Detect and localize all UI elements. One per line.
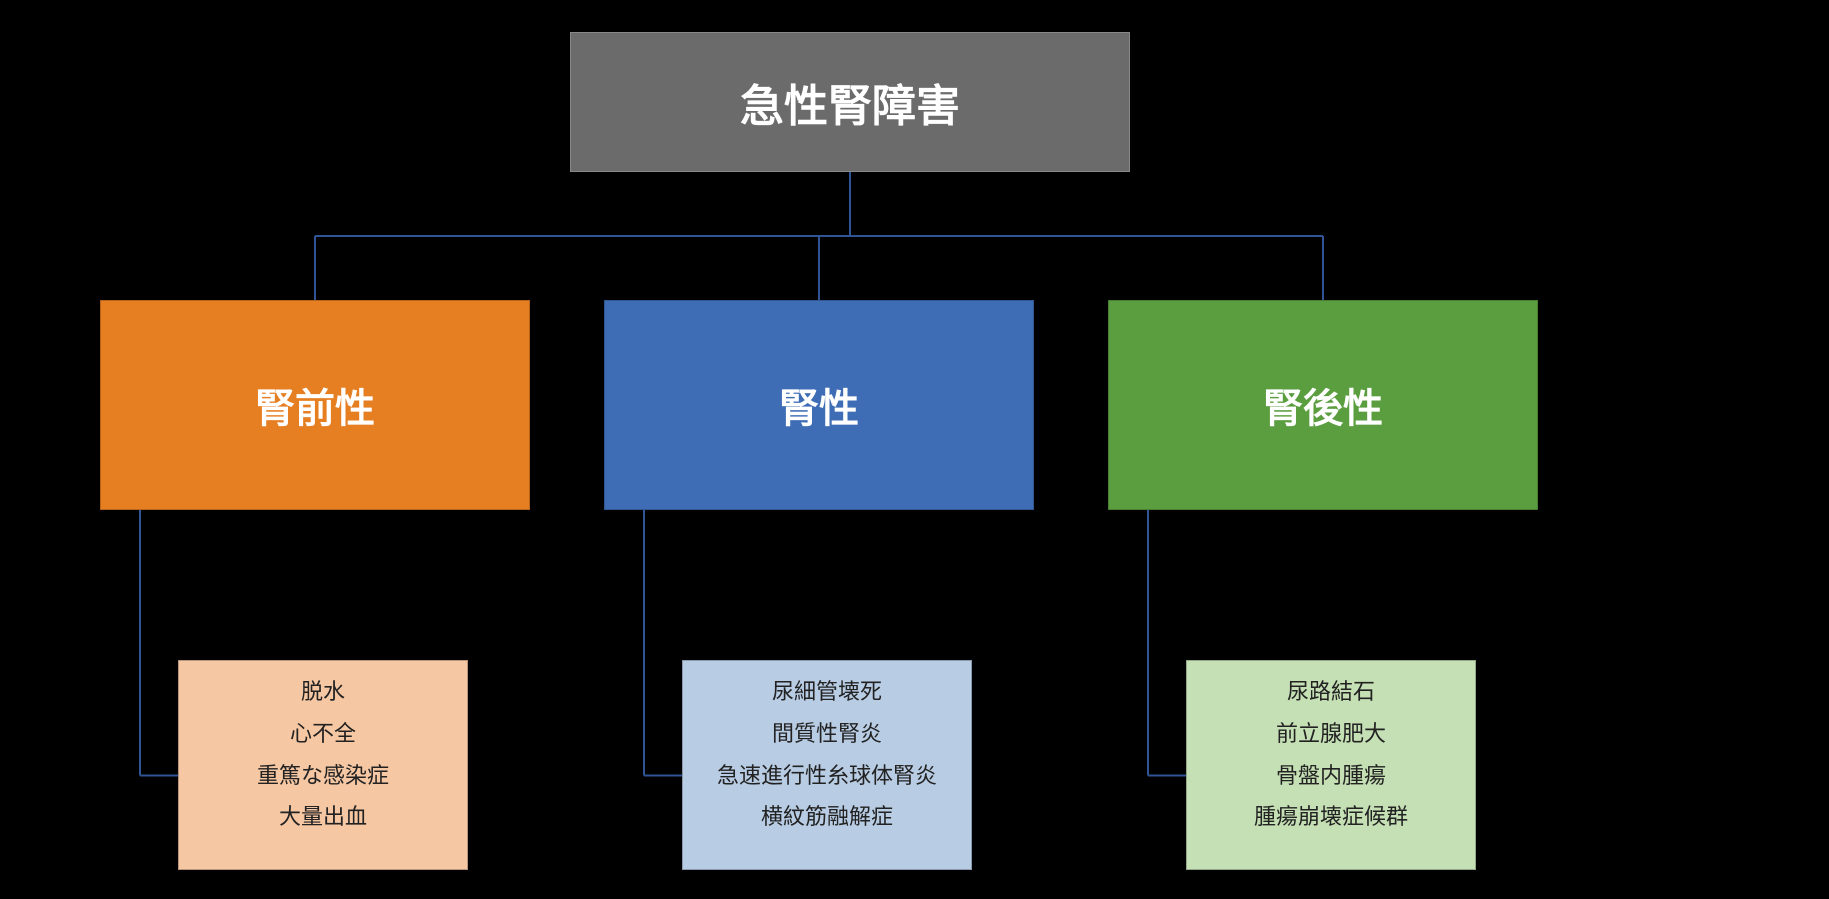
leaf-renal-item-0: 尿細管壊死 — [772, 671, 882, 713]
category-postrenal: 腎後性 — [1108, 300, 1538, 510]
category-renal-label: 腎性 — [779, 376, 859, 434]
category-prerenal-label: 腎前性 — [255, 376, 375, 434]
leaf-renal-item-3: 横紋筋融解症 — [761, 796, 893, 838]
leaf-prerenal: 脱水 心不全 重篤な感染症 大量出血 — [178, 660, 468, 870]
category-postrenal-label: 腎後性 — [1263, 376, 1383, 434]
leaf-postrenal-item-0: 尿路結石 — [1287, 671, 1375, 713]
category-prerenal: 腎前性 — [100, 300, 530, 510]
leaf-postrenal: 尿路結石 前立腺肥大 骨盤内腫瘍 腫瘍崩壊症候群 — [1186, 660, 1476, 870]
leaf-renal-item-2: 急速進行性糸球体腎炎 — [717, 755, 937, 797]
leaf-prerenal-item-1: 心不全 — [290, 713, 356, 755]
category-renal: 腎性 — [604, 300, 1034, 510]
leaf-postrenal-item-1: 前立腺肥大 — [1276, 713, 1386, 755]
leaf-postrenal-item-2: 骨盤内腫瘍 — [1276, 755, 1386, 797]
leaf-renal: 尿細管壊死 間質性腎炎 急速進行性糸球体腎炎 横紋筋融解症 — [682, 660, 972, 870]
leaf-postrenal-item-3: 腫瘍崩壊症候群 — [1254, 796, 1408, 838]
root-node: 急性腎障害 — [570, 32, 1130, 172]
root-label: 急性腎障害 — [740, 70, 960, 134]
leaf-prerenal-item-0: 脱水 — [301, 671, 345, 713]
leaf-renal-item-1: 間質性腎炎 — [772, 713, 882, 755]
leaf-prerenal-item-2: 重篤な感染症 — [257, 755, 389, 797]
leaf-prerenal-item-3: 大量出血 — [279, 796, 367, 838]
